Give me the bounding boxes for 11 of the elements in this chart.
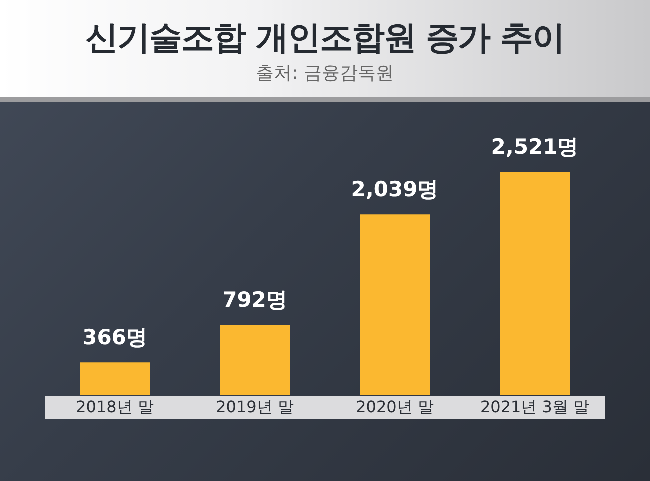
x-tick-label: 2019년 말 xyxy=(216,398,294,416)
x-tick-label: 2021년 3월 말 xyxy=(480,398,590,416)
x-tick-label: 2018년 말 xyxy=(76,398,154,416)
data-label: 792명 xyxy=(222,288,288,312)
chart-subtitle: 출처: 금융감독원 xyxy=(255,62,395,86)
data-label: 2,521명 xyxy=(491,135,579,159)
chart-title: 신기술조합 개인조합원 증가 추이 xyxy=(84,18,566,58)
data-label: 366명 xyxy=(82,326,148,350)
data-label: 2,039명 xyxy=(351,178,439,202)
x-tick-label: 2020년 말 xyxy=(356,398,434,416)
title-band: 신기술조합 개인조합원 증가 추이 출처: 금융감독원 xyxy=(0,0,650,102)
